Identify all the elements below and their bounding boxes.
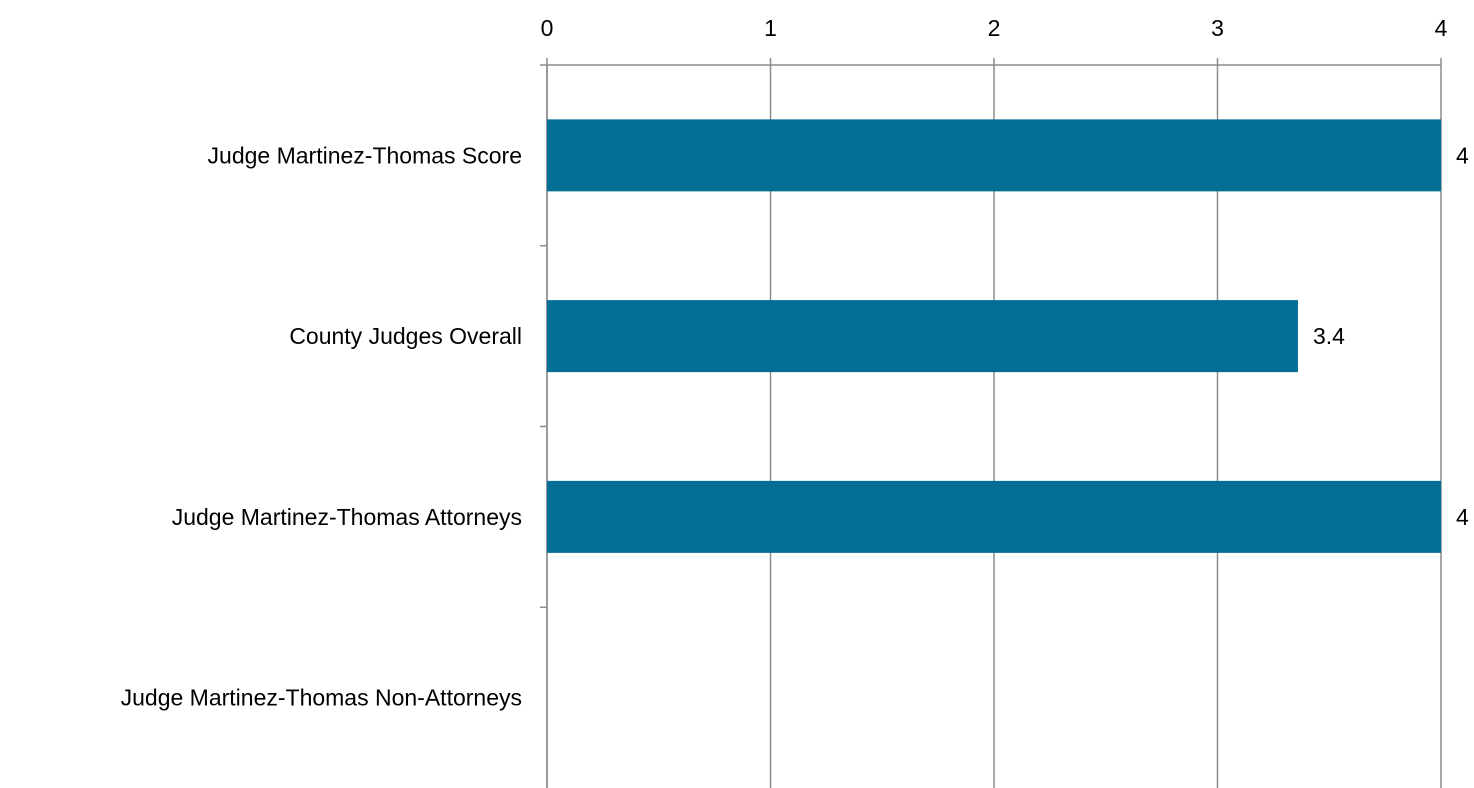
x-tick-label: 2 (988, 15, 1001, 41)
value-label: 3.4 (1313, 323, 1345, 349)
y-tick-label: Judge Martinez-Thomas Attorneys (172, 504, 522, 530)
x-tick-label: 1 (764, 15, 777, 41)
x-tick-label: 4 (1435, 15, 1448, 41)
y-tick-label: Judge Martinez-Thomas Non-Attorneys (121, 685, 522, 711)
y-tick-label: County Judges Overall (289, 323, 522, 349)
bar (547, 480, 1441, 553)
value-label: 4 (1456, 504, 1469, 530)
value-label: 4 (1456, 142, 1469, 168)
bar (547, 300, 1298, 373)
x-tick-label: 3 (1211, 15, 1224, 41)
y-tick-label: Judge Martinez-Thomas Score (208, 142, 522, 168)
x-tick-label: 0 (541, 15, 554, 41)
bar (547, 119, 1441, 192)
